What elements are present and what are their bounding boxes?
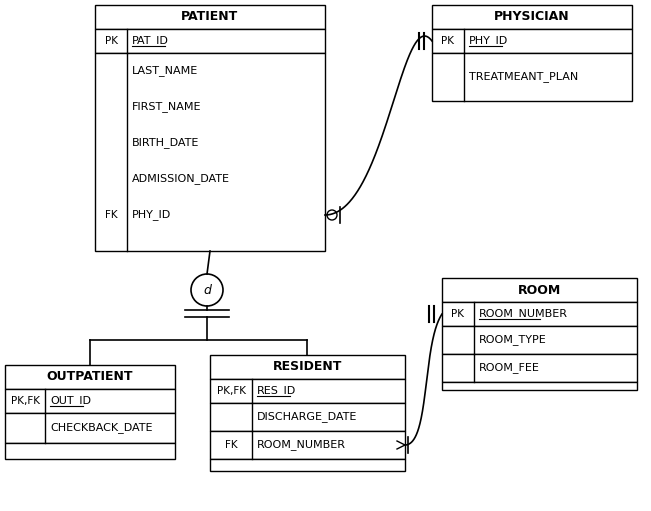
- Text: ROOM_FEE: ROOM_FEE: [479, 362, 540, 374]
- Bar: [95, 29, 325, 53]
- Text: FIRST_NAME: FIRST_NAME: [132, 102, 202, 112]
- Bar: [210, 403, 405, 431]
- Bar: [432, 5, 632, 29]
- Bar: [442, 302, 637, 326]
- Bar: [442, 278, 637, 302]
- Bar: [432, 53, 632, 101]
- Bar: [210, 431, 405, 459]
- Text: ROOM: ROOM: [518, 284, 561, 296]
- Text: DISCHARGE_DATE: DISCHARGE_DATE: [257, 411, 357, 423]
- Text: RES_ID: RES_ID: [257, 385, 296, 397]
- Text: TREATMEANT_PLAN: TREATMEANT_PLAN: [469, 72, 578, 82]
- Bar: [5, 365, 175, 389]
- Text: PHYSICIAN: PHYSICIAN: [494, 11, 570, 24]
- Bar: [210, 355, 405, 379]
- Bar: [5, 443, 175, 459]
- Bar: [210, 379, 405, 403]
- Text: PK,FK: PK,FK: [217, 386, 245, 396]
- Text: LAST_NAME: LAST_NAME: [132, 65, 199, 77]
- Bar: [95, 53, 325, 251]
- Text: ADMISSION_DATE: ADMISSION_DATE: [132, 174, 230, 184]
- Text: CHECKBACK_DATE: CHECKBACK_DATE: [50, 423, 152, 433]
- Bar: [5, 413, 175, 443]
- Text: PATIENT: PATIENT: [182, 11, 239, 24]
- Text: PHY_ID: PHY_ID: [469, 36, 508, 47]
- Text: OUT_ID: OUT_ID: [50, 396, 91, 406]
- Text: d: d: [203, 284, 211, 296]
- Bar: [442, 382, 637, 390]
- Text: PAT_ID: PAT_ID: [132, 36, 169, 47]
- Bar: [442, 354, 637, 382]
- Bar: [5, 389, 175, 413]
- Text: PK: PK: [441, 36, 454, 46]
- Text: BIRTH_DATE: BIRTH_DATE: [132, 137, 199, 149]
- Bar: [442, 326, 637, 354]
- Text: ROOM_TYPE: ROOM_TYPE: [479, 335, 547, 345]
- Text: OUTPATIENT: OUTPATIENT: [47, 370, 133, 383]
- Text: PK,FK: PK,FK: [10, 396, 40, 406]
- Text: FK: FK: [225, 440, 238, 450]
- Bar: [432, 29, 632, 53]
- Text: PHY_ID: PHY_ID: [132, 210, 171, 220]
- Text: PK: PK: [452, 309, 465, 319]
- Text: FK: FK: [105, 210, 117, 220]
- Bar: [95, 5, 325, 29]
- Text: RESIDENT: RESIDENT: [273, 360, 342, 374]
- Text: PK: PK: [105, 36, 117, 46]
- Text: ROOM_NUMBER: ROOM_NUMBER: [479, 309, 568, 319]
- Text: ROOM_NUMBER: ROOM_NUMBER: [257, 439, 346, 451]
- Bar: [210, 459, 405, 471]
